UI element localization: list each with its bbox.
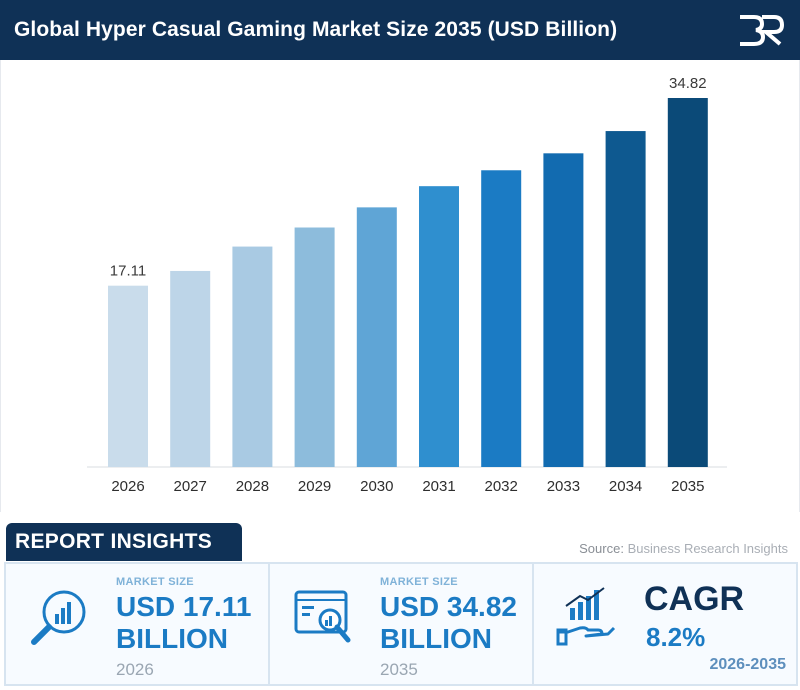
card-year: 2026 — [116, 660, 154, 679]
cagr-years: 2026-2035 — [709, 656, 786, 673]
bar-chart: 2026 17.11 2027 2028 2029 2030 2031 2032 2033 203… — [87, 75, 727, 495]
bar-2032 — [481, 170, 522, 467]
source-prefix: Source: — [579, 541, 624, 556]
data-label: 17.11 — [110, 263, 146, 280]
source-note: Source: Business Research Insights — [579, 541, 788, 556]
bar-2031 — [419, 186, 459, 467]
card-value-line2: BILLION — [116, 623, 228, 654]
x-tick-label: 2031 — [422, 478, 455, 495]
bar-2035 — [667, 98, 708, 467]
bar-2029 — [294, 227, 335, 467]
cagr-value: 8.2% — [646, 622, 706, 652]
card-value-line2: BILLION — [380, 623, 492, 654]
report-insights-title: REPORT INSIGHTS — [15, 530, 213, 553]
card-value-line1: USD 34.82 — [380, 591, 517, 622]
chart-magnifier-icon — [31, 590, 86, 645]
card-value: USD 17.11 BILLION — [116, 591, 286, 655]
bar-2033 — [543, 153, 584, 467]
growth-hand-icon — [556, 587, 616, 646]
monitor-analytics-icon — [294, 590, 351, 643]
brand-logo-icon — [740, 15, 785, 46]
report-insights-tab: REPORT INSIGHTS — [6, 523, 242, 561]
chart-area: 2026 17.11 2027 2028 2029 2030 2031 2032 2033 203… — [0, 60, 800, 512]
x-tick-label: 2029 — [298, 478, 331, 495]
chart-header: Global Hyper Casual Gaming Market Size 2… — [0, 0, 800, 60]
insight-card-2026: MARKET SIZE USD 17.11 BILLION 2026 — [6, 564, 270, 684]
card-value: USD 34.82 BILLION — [380, 591, 550, 655]
data-label: 34.82 — [669, 75, 707, 92]
insight-card-cagr: CAGR 8.2% 2026-2035 — [534, 564, 796, 684]
bar-2026 — [108, 285, 148, 467]
cagr-title: CAGR — [644, 580, 745, 618]
card-value-line1: USD 17.11 — [116, 591, 252, 622]
bar-2027 — [170, 270, 211, 467]
card-year: 2035 — [380, 660, 418, 679]
x-tick-label: 2034 — [609, 478, 642, 495]
card-eyebrow: MARKET SIZE — [116, 576, 194, 588]
x-tick-label: 2032 — [485, 478, 518, 495]
insight-card-2035: MARKET SIZE USD 34.82 BILLION 2035 — [270, 564, 534, 684]
card-eyebrow: MARKET SIZE — [380, 576, 458, 588]
x-tick-label: 2026 — [111, 478, 144, 495]
chart-title: Global Hyper Casual Gaming Market Size 2… — [14, 18, 618, 41]
x-tick-label: 2028 — [236, 478, 269, 495]
bar-2030 — [356, 207, 397, 467]
x-tick-label: 2027 — [174, 478, 207, 495]
x-tick-label: 2035 — [671, 478, 704, 495]
source-name: Business Research Insights — [627, 541, 788, 556]
x-tick-label: 2033 — [547, 478, 580, 495]
insights-panel: MARKET SIZE USD 17.11 BILLION 2026 MARKE… — [4, 562, 798, 686]
bar-2034 — [605, 131, 646, 467]
bar-2028 — [232, 246, 273, 467]
x-tick-label: 2030 — [360, 478, 393, 495]
